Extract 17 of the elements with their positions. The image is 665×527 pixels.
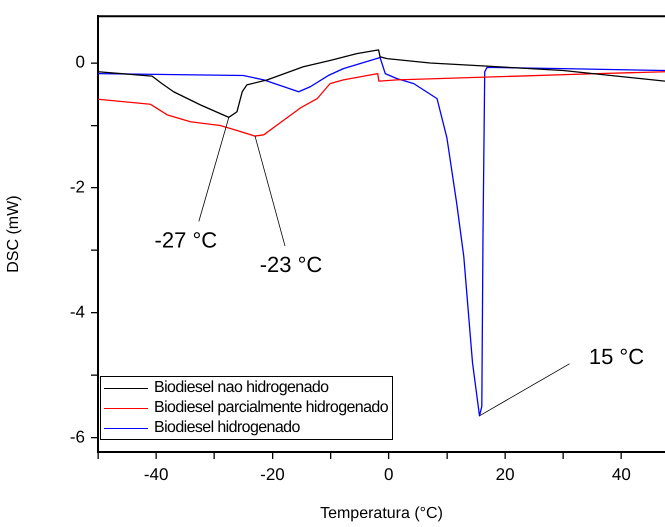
y-axis-title: DSC (mW) — [5, 195, 22, 273]
x-tick-label: 40 — [612, 464, 631, 484]
x-axis-title: Temperatura (°C) — [320, 504, 443, 522]
legend-label: Biodiesel hidrogenado — [154, 418, 300, 438]
y-tick-label: -2 — [70, 178, 85, 197]
legend-label: Biodiesel parcialmente hidrogenado — [154, 398, 388, 418]
y-tick-label: -6 — [70, 427, 85, 446]
annotation: 15 °C — [588, 344, 644, 369]
legend-label: Biodiesel nao hidrogenado — [154, 378, 328, 398]
y-tick-label: 0 — [76, 52, 85, 72]
x-tick-label: 0 — [384, 464, 394, 484]
x-tick-label: 20 — [496, 464, 515, 484]
annotation: -27 °C — [154, 227, 218, 252]
y-tick-label: -4 — [70, 302, 85, 322]
annotation: -23 °C — [260, 252, 322, 278]
x-tick-label: -20 — [260, 464, 285, 484]
x-tick-label: -40 — [144, 464, 168, 484]
